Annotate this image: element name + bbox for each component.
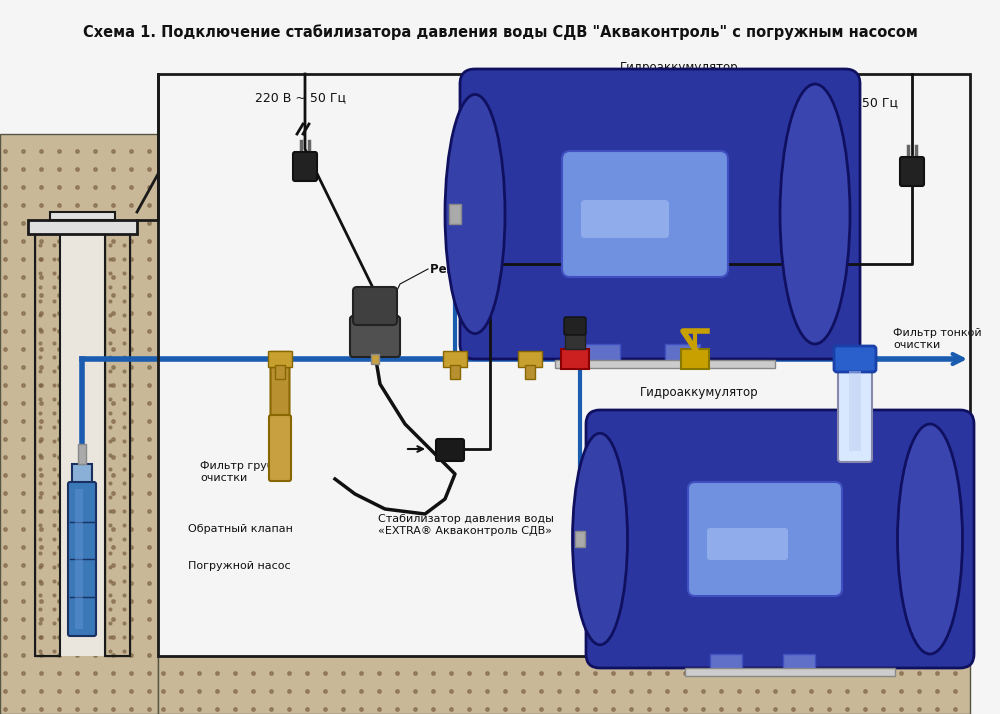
Bar <box>275 365 285 379</box>
Bar <box>555 360 775 368</box>
Bar <box>270 351 290 367</box>
FancyBboxPatch shape <box>350 316 400 357</box>
FancyBboxPatch shape <box>688 482 842 596</box>
FancyBboxPatch shape <box>436 439 464 461</box>
Text: Фильтр грубой
очистки: Фильтр грубой очистки <box>200 461 288 483</box>
Bar <box>681 349 709 369</box>
FancyBboxPatch shape <box>293 152 317 181</box>
Ellipse shape <box>898 424 962 654</box>
Bar <box>0 134 158 714</box>
Bar <box>105 234 130 656</box>
Bar <box>105 234 130 656</box>
Bar <box>450 365 460 379</box>
Bar <box>561 349 589 369</box>
Bar <box>28 220 137 234</box>
Text: Схема 1. Подключение стабилизатора давления воды СДВ "Акваконтроль" с погружным : Схема 1. Подключение стабилизатора давле… <box>83 24 917 40</box>
Bar <box>443 351 467 367</box>
Bar <box>78 444 86 464</box>
Bar <box>75 489 83 629</box>
Bar <box>268 351 292 367</box>
Text: Гидроаккумулятор: Гидроаккумулятор <box>620 61 739 74</box>
Bar <box>35 234 60 656</box>
Bar <box>35 234 60 656</box>
FancyBboxPatch shape <box>581 200 669 238</box>
Bar <box>371 354 379 364</box>
Text: к точкам водоразбора: к точкам водоразбора <box>710 313 849 326</box>
FancyBboxPatch shape <box>270 358 290 421</box>
Text: Погружной насос: Погружной насос <box>188 561 291 571</box>
Text: Фильтр тонкой
очистки: Фильтр тонкой очистки <box>893 328 982 350</box>
Ellipse shape <box>445 94 505 333</box>
Bar <box>585 344 620 366</box>
FancyBboxPatch shape <box>269 415 291 481</box>
Bar <box>685 668 895 676</box>
FancyBboxPatch shape <box>900 157 924 186</box>
Bar <box>449 204 461 224</box>
FancyBboxPatch shape <box>564 317 586 335</box>
Bar <box>849 371 861 451</box>
Text: Обратный клапан: Обратный клапан <box>188 524 293 534</box>
Text: Гидроаккумулятор: Гидроаккумулятор <box>640 386 759 399</box>
Ellipse shape <box>572 433 628 645</box>
Bar <box>60 234 105 656</box>
FancyBboxPatch shape <box>68 482 96 636</box>
Bar <box>575 531 585 547</box>
FancyBboxPatch shape <box>353 287 397 325</box>
Ellipse shape <box>780 84 850 344</box>
Bar <box>158 656 970 714</box>
Bar <box>665 344 700 366</box>
Bar <box>783 654 815 674</box>
FancyBboxPatch shape <box>707 528 788 560</box>
Bar <box>518 351 542 367</box>
Text: 220 В ~ 50 Гц: 220 В ~ 50 Гц <box>255 91 346 104</box>
Text: Стабилизатор давления воды
«EXTRA® Акваконтроль СДВ»: Стабилизатор давления воды «EXTRA® Аквак… <box>378 514 554 536</box>
FancyBboxPatch shape <box>586 410 974 668</box>
Bar <box>525 365 535 379</box>
Bar <box>710 654 742 674</box>
Bar <box>565 331 585 349</box>
FancyBboxPatch shape <box>460 69 860 359</box>
FancyBboxPatch shape <box>834 346 876 372</box>
FancyBboxPatch shape <box>838 361 872 462</box>
Text: Реле давления воды: Реле давления воды <box>430 263 572 276</box>
FancyBboxPatch shape <box>562 151 728 277</box>
Bar <box>50 212 115 220</box>
Bar <box>158 74 970 656</box>
Text: 220 В ~ 50 Гц: 220 В ~ 50 Гц <box>807 96 898 109</box>
Bar <box>72 464 92 484</box>
